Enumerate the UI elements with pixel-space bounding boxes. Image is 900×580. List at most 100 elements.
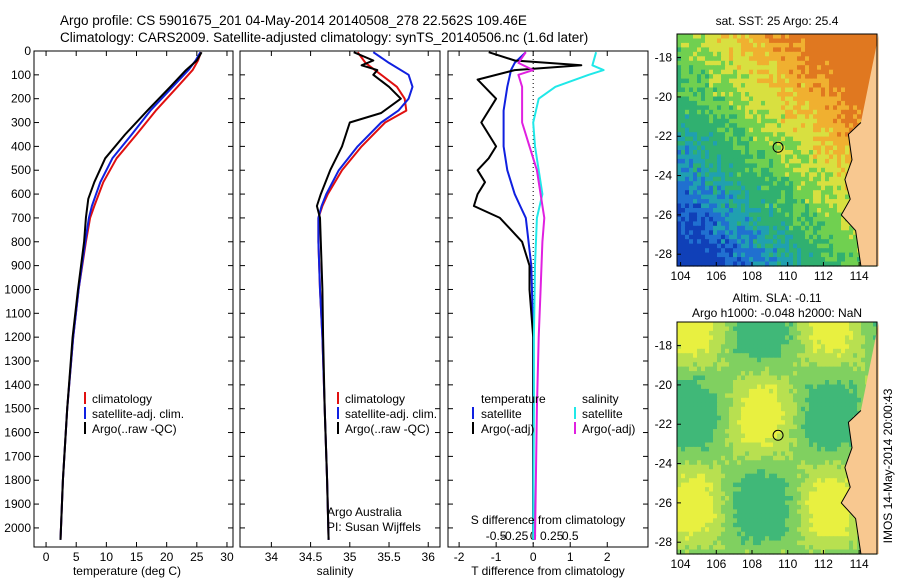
map-cell [833,51,838,57]
map-cell [857,34,862,40]
map-cell [777,473,782,479]
map-cell [713,225,718,231]
map-cell [841,402,846,408]
map-cell [753,248,758,254]
map-cell [729,118,734,124]
map-cell [689,234,694,240]
map-cell [753,482,758,488]
map-cell [741,326,746,332]
map-cell [761,114,766,120]
map-cell [785,87,790,93]
map-cell [829,69,834,75]
map-cell [769,158,774,164]
map-cell [713,371,718,377]
map-cell [725,261,730,267]
map-cell [745,469,750,475]
map-cell [853,411,858,417]
map-cell [749,185,754,191]
map-cell [797,181,802,187]
map-cell [741,500,746,506]
map-cell [713,109,718,115]
map-cell [817,402,822,408]
map-cell [705,212,710,218]
map-cell [853,69,858,75]
map-cell [697,141,702,147]
map-cell [677,199,682,205]
map-cell [709,154,714,160]
map-cell [697,487,702,493]
map-cell [781,339,786,345]
map-cell [761,429,766,435]
map-cell [837,51,842,57]
map-cell [741,216,746,222]
map-cell [753,234,758,240]
map-cell [729,234,734,240]
map-cell [813,87,818,93]
map-cell [837,464,842,470]
map-cell [813,114,818,120]
map-cell [741,83,746,89]
map-cell [829,504,834,510]
map-cell [705,252,710,258]
map-cell [761,96,766,102]
map-cell [773,100,778,106]
map-cell [805,109,810,115]
map-cell [845,429,850,435]
map-cell [777,375,782,381]
map-cell [713,429,718,435]
map-cell [861,105,866,111]
map-cell [833,504,838,510]
map-cell [717,344,722,350]
map-cell [769,38,774,44]
map-cell [737,38,742,44]
map-cell [837,56,842,62]
map-cell [741,145,746,151]
map-cell [713,78,718,84]
map-cell [689,163,694,169]
map-cell [865,38,870,44]
map-cell [757,163,762,169]
map-cell [857,380,862,386]
map-cell [785,496,790,502]
map-cell [845,375,850,381]
map-cell [701,509,706,515]
map-cell [777,127,782,133]
map-cell [737,344,742,350]
map-cell [697,257,702,263]
map-cell [685,261,690,267]
map-cell [709,212,714,218]
map-cell [757,487,762,493]
map-cell [821,442,826,448]
map-cell [685,335,690,341]
map-cell [729,127,734,133]
map-cell [677,92,682,98]
map-cell [841,460,846,466]
map-cell [821,172,826,178]
map-cell [861,335,866,341]
map-cell [733,366,738,372]
map-cell [845,371,850,377]
map-cell [833,411,838,417]
map-cell [697,504,702,510]
map-cell [709,442,714,448]
map-cell [705,42,710,48]
map-cell [709,504,714,510]
map-cell [717,384,722,390]
map-cell [697,239,702,245]
map-cell [689,100,694,106]
map-cell [801,442,806,448]
map-cell [805,248,810,254]
map-cell [857,69,862,75]
map-cell [829,87,834,93]
map-cell [821,114,826,120]
map-cell [689,509,694,515]
map-cell [829,145,834,151]
map-cell [689,415,694,421]
map-cell [693,469,698,475]
map-cell [725,145,730,151]
map-cell [693,326,698,332]
map-cell [725,47,730,53]
map-cell [733,176,738,182]
map-cell [749,141,754,147]
